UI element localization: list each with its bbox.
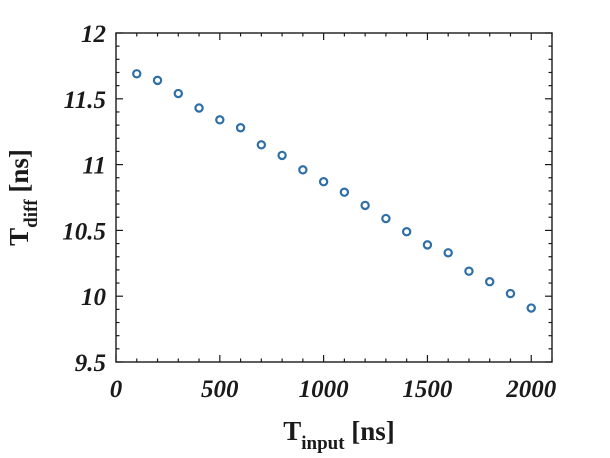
data-point bbox=[401, 227, 412, 237]
data-point bbox=[422, 240, 433, 250]
data-point bbox=[194, 103, 204, 113]
data-point bbox=[505, 288, 516, 299]
y-tick-label: 11.5 bbox=[64, 87, 106, 114]
x-axis-title: Tinput [ns] bbox=[283, 416, 395, 454]
axis-tick-labels: 0 500 1000 1500 2000 9.5 10 10.5 11 11.5 12 bbox=[62, 21, 556, 403]
x-axis-title-main: T bbox=[283, 416, 301, 446]
y-tick-label: 11 bbox=[82, 153, 106, 180]
axis-ticks bbox=[115, 32, 553, 363]
y-axis-title-main: T bbox=[4, 228, 34, 246]
data-point bbox=[443, 248, 453, 258]
y-tick-label: 9.5 bbox=[75, 350, 106, 377]
y-axis-title-group: Tdiff [ns] bbox=[4, 149, 42, 246]
x-tick-label: 2000 bbox=[505, 376, 557, 403]
x-tick-label: 1500 bbox=[402, 376, 453, 403]
data-point bbox=[298, 165, 308, 175]
data-point bbox=[235, 123, 246, 133]
y-axis-title: Tdiff [ns] bbox=[4, 149, 42, 246]
y-tick-label: 10.5 bbox=[62, 218, 106, 245]
x-tick-label: 500 bbox=[201, 376, 239, 403]
data-point bbox=[277, 150, 287, 161]
y-tick-label: 10 bbox=[81, 284, 107, 311]
data-point bbox=[256, 140, 267, 150]
plot-frame bbox=[115, 32, 553, 363]
data-point bbox=[173, 88, 183, 99]
y-axis-title-unit: [ns] bbox=[4, 149, 34, 199]
data-point bbox=[485, 277, 495, 287]
data-point bbox=[464, 266, 474, 276]
x-tick-label: 1000 bbox=[299, 376, 350, 403]
data-point bbox=[215, 115, 225, 125]
x-axis-title-subscript: input bbox=[301, 433, 345, 454]
x-axis-title-unit: [ns] bbox=[345, 416, 395, 446]
data-point bbox=[381, 213, 391, 224]
y-axis-title-subscript: diff bbox=[21, 199, 42, 228]
data-points bbox=[132, 69, 536, 313]
data-point bbox=[339, 187, 350, 197]
x-tick-label: 0 bbox=[110, 376, 123, 403]
y-tick-label: 12 bbox=[81, 21, 106, 48]
data-point bbox=[132, 69, 142, 79]
data-point bbox=[318, 177, 329, 187]
data-point bbox=[526, 303, 536, 313]
data-point bbox=[360, 200, 370, 211]
data-point bbox=[152, 75, 163, 86]
